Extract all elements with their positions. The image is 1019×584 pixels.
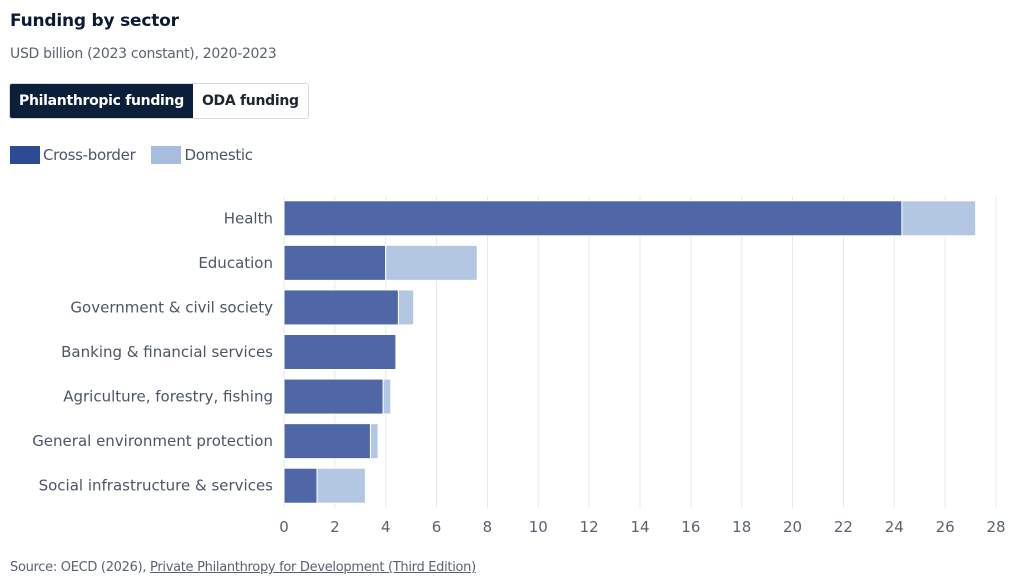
y-category-label: Government & civil society [70,298,273,316]
x-tick-label: 26 [936,518,955,536]
legend-label: Cross-border [43,146,136,164]
x-tick-label: 12 [580,518,599,536]
x-tick-label: 8 [483,518,493,536]
chart-title: Funding by sector [10,11,179,31]
x-tick-label: 2 [330,518,340,536]
source-prefix: Source: OECD (2026), [10,560,151,575]
bar-cross-border[interactable] [283,244,387,281]
x-tick-label: 10 [529,518,548,536]
bar-domestic[interactable] [316,467,366,504]
x-tick-label: 16 [681,518,700,536]
bar-cross-border[interactable] [283,200,903,237]
x-tick-label: 22 [834,518,853,536]
bar-cross-border[interactable] [283,467,318,504]
x-tick-label: 6 [432,518,442,536]
bar-domestic[interactable] [369,423,379,460]
legend-swatch-domestic [151,146,182,164]
x-tick-label: 4 [381,518,391,536]
legend-label: Domestic [184,146,253,164]
y-category-label: Education [198,254,273,272]
x-tick-label: 14 [630,518,649,536]
bar-domestic[interactable] [901,200,977,237]
funding-type-toggle: Philanthropic funding ODA funding [9,83,309,119]
tab-philanthropic-funding[interactable]: Philanthropic funding [10,84,193,118]
y-category-label: Banking & financial services [61,343,273,361]
legend-item-cross-border[interactable]: Cross-border [10,146,136,164]
y-category-label: Health [224,209,273,227]
source-note: Source: OECD (2026), Private Philanthrop… [10,560,476,575]
bar-cross-border[interactable] [283,378,384,415]
chart-subtitle: USD billion (2023 constant), 2020-2023 [10,46,277,62]
y-axis-labels: Health Education Government & civil societ… [32,209,273,494]
legend-swatch-cross-border [10,146,40,164]
source-link[interactable]: Private Philanthropy for Development (Th… [150,560,476,575]
bars [283,200,977,504]
x-tick-label: 24 [885,518,904,536]
bar-domestic[interactable] [385,244,478,281]
bar-cross-border[interactable] [283,289,399,326]
y-category-label: Agriculture, forestry, fishing [63,388,273,406]
x-tick-label: 18 [732,518,751,536]
x-axis-labels: 0 2 4 6 8 10 12 14 16 18 20 22 24 26 28 [279,518,1005,536]
bar-cross-border[interactable] [283,334,397,370]
x-tick-label: 20 [783,518,802,536]
x-tick-label: 0 [279,518,289,536]
bar-chart: Health Education Government & civil societ… [32,196,1006,536]
bar-domestic[interactable] [382,378,392,415]
legend-item-domestic[interactable]: Domestic [151,146,253,164]
y-category-label: General environment protection [32,432,273,450]
bar-cross-border[interactable] [283,423,371,460]
tab-oda-funding[interactable]: ODA funding [192,84,308,118]
x-tick-label: 28 [986,518,1005,536]
bar-domestic[interactable] [397,289,415,326]
y-category-label: Social infrastructure & services [39,477,274,495]
legend: Cross-border Domestic [10,146,269,164]
